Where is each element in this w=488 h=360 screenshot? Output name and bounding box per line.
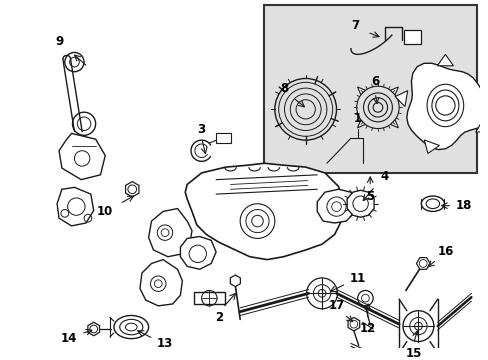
Text: 11: 11 [349, 273, 365, 285]
Text: 10: 10 [97, 205, 113, 218]
Polygon shape [148, 208, 192, 257]
Text: 17: 17 [328, 300, 344, 312]
Polygon shape [140, 260, 182, 306]
Polygon shape [436, 54, 452, 66]
Text: 14: 14 [61, 332, 77, 345]
Text: 18: 18 [455, 199, 471, 212]
Text: 6: 6 [370, 75, 378, 88]
Bar [403, 30, 421, 44]
Polygon shape [346, 190, 373, 217]
Polygon shape [390, 87, 398, 95]
Text: 12: 12 [359, 323, 375, 336]
Text: 16: 16 [437, 246, 454, 258]
Polygon shape [475, 118, 488, 132]
Polygon shape [347, 318, 359, 331]
Text: 4: 4 [380, 170, 388, 183]
Polygon shape [59, 134, 105, 180]
Text: 5: 5 [366, 189, 374, 203]
Polygon shape [394, 91, 407, 107]
Text: 13: 13 [157, 337, 173, 350]
Text: 2: 2 [214, 311, 223, 324]
Polygon shape [88, 322, 100, 336]
Bar [264, 5, 476, 173]
Text: 8: 8 [280, 82, 288, 95]
Polygon shape [180, 237, 216, 269]
Polygon shape [230, 275, 240, 287]
Polygon shape [424, 140, 439, 153]
Polygon shape [194, 292, 224, 304]
Text: 15: 15 [405, 347, 421, 360]
Polygon shape [390, 120, 398, 128]
Polygon shape [317, 189, 355, 223]
Polygon shape [57, 187, 94, 226]
Text: 7: 7 [351, 19, 359, 32]
Bar [216, 134, 231, 143]
Polygon shape [125, 181, 139, 197]
Polygon shape [406, 63, 488, 150]
Polygon shape [357, 120, 365, 128]
Polygon shape [185, 163, 344, 260]
Polygon shape [357, 87, 365, 95]
Text: 1: 1 [353, 112, 361, 125]
Polygon shape [416, 258, 429, 269]
Text: 3: 3 [197, 123, 205, 136]
Text: 9: 9 [55, 35, 63, 48]
